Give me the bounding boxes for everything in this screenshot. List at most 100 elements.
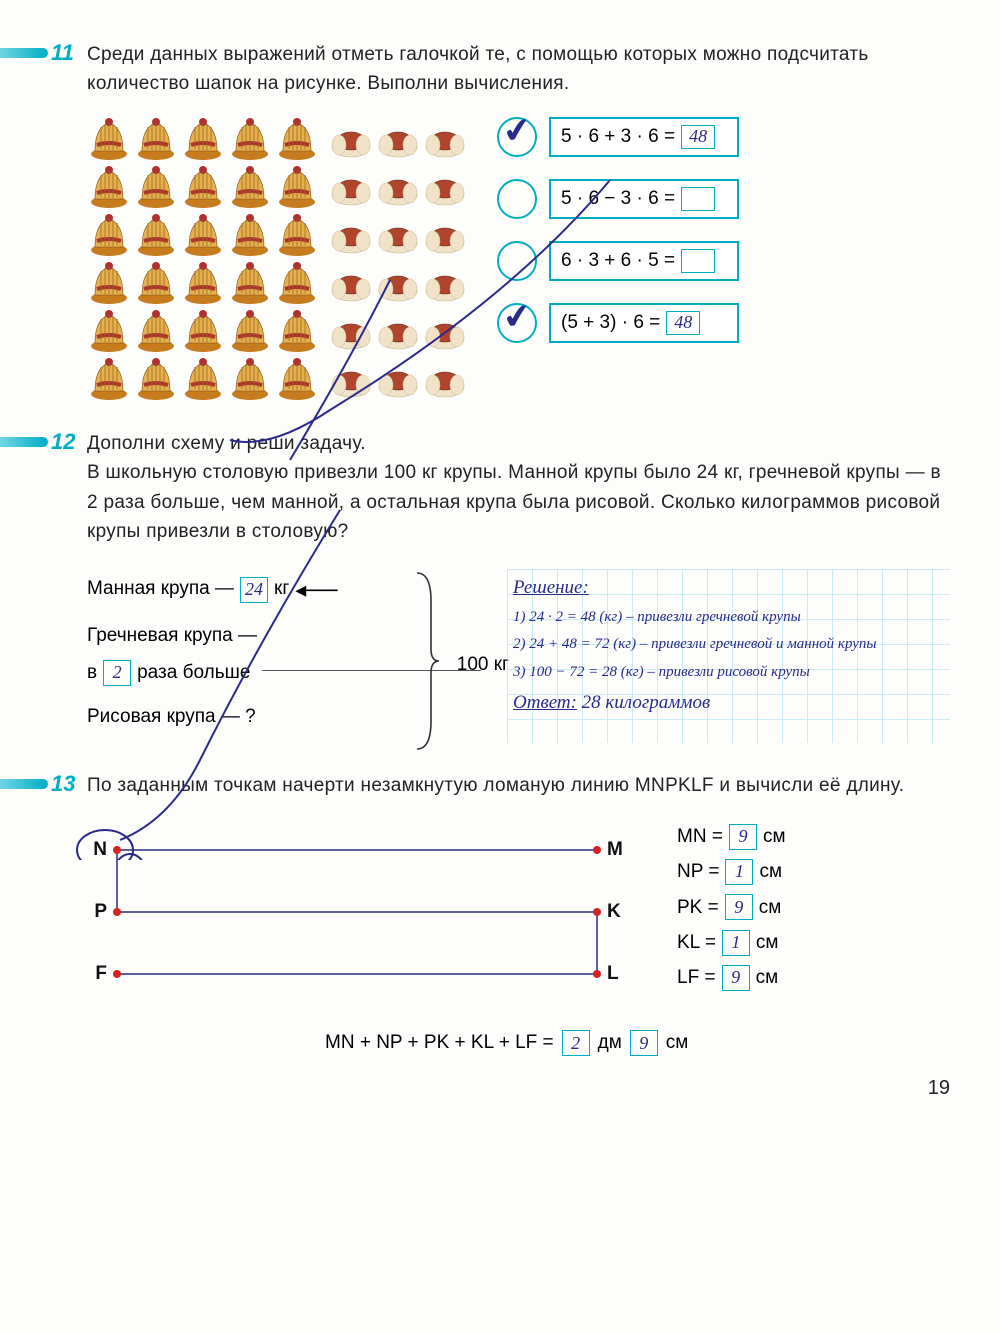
fur-hat-icon — [423, 213, 467, 257]
label: Рисовая крупа — ? — [87, 699, 256, 735]
fur-hat-icon — [423, 357, 467, 401]
label: в — [87, 655, 97, 691]
knit-hat-icon — [87, 213, 131, 257]
unit: кг — [274, 571, 289, 607]
segment-name: LF = — [677, 961, 716, 994]
expression-options: ✔ 5 · 6 + 3 · 6 = 48 5 · 6 − 3 · 6 = 6 ·… — [497, 117, 739, 401]
fur-hat-icon — [329, 213, 373, 257]
fur-hat-icon — [376, 165, 420, 209]
option-row: 6 · 3 + 6 · 5 = — [497, 241, 739, 281]
point-label: F — [95, 963, 117, 985]
task-13-text: По заданным точкам начерти незамкнутую л… — [87, 771, 950, 800]
knit-hat-icon — [275, 165, 319, 209]
answer-slot[interactable]: 24 — [240, 577, 268, 603]
answer-slot[interactable]: 1 — [722, 930, 750, 956]
knit-hat-icon — [87, 117, 131, 161]
knit-hat-icon — [87, 261, 131, 305]
point-M — [593, 846, 601, 854]
expression-box: 5 · 6 + 3 · 6 = 48 — [549, 117, 739, 157]
task-marker — [0, 48, 48, 58]
answer-text: 28 килограммов — [582, 692, 711, 713]
answer-slot[interactable] — [681, 249, 715, 273]
label: Манная крупа — — [87, 571, 234, 607]
answer-slot[interactable]: 9 — [725, 894, 753, 920]
answer-slot[interactable]: 9 — [630, 1030, 658, 1056]
total-expr: MN + NP + PK + KL + LF = — [325, 1032, 554, 1054]
task-12-prose: В школьную столовую привезли 100 кг круп… — [87, 462, 941, 542]
knit-hat-icon — [275, 309, 319, 353]
unit: см — [759, 855, 782, 888]
knit-hat-icon — [181, 309, 225, 353]
knit-hat-icon — [134, 165, 178, 209]
option-row: 5 · 6 − 3 · 6 = — [497, 179, 739, 219]
knit-hat-icon — [228, 117, 272, 161]
answer-slot[interactable]: 9 — [729, 824, 757, 850]
solution-box: Решение: 1) 24 · 2 = 48 (кг) – привезли … — [507, 569, 950, 743]
segment-name: NP = — [677, 855, 719, 888]
answer-slot[interactable]: 2 — [103, 660, 131, 686]
knit-hat-icon — [134, 261, 178, 305]
fur-hat-icon — [376, 309, 420, 353]
hat-illustration — [87, 117, 467, 401]
segment-name: KL = — [677, 926, 716, 959]
task-12: 12 Дополни схему и реши задачу. В школьн… — [55, 429, 950, 743]
arrow-back: ◂── — [295, 569, 337, 611]
measurements-list: MN = 9 см NP = 1 см PK = 9 см KL = 1 см … — [677, 820, 786, 1010]
unit: дм — [598, 1032, 622, 1054]
polyline-svg — [87, 820, 637, 1010]
check-circle[interactable]: ✔ — [497, 117, 537, 157]
knit-hat-icon — [134, 117, 178, 161]
unit: см — [666, 1032, 689, 1054]
point-label: M — [607, 839, 623, 861]
task-marker — [0, 779, 48, 789]
answer-slot[interactable]: 48 — [681, 125, 715, 149]
task-11: 11 Среди данных выражений отметь галочко… — [55, 40, 950, 401]
knit-hat-icon — [134, 357, 178, 401]
hat-grid-left — [87, 117, 319, 401]
check-circle[interactable] — [497, 241, 537, 281]
knit-hat-icon — [181, 213, 225, 257]
measurement-row: KL = 1 см — [677, 926, 786, 959]
knit-hat-icon — [134, 309, 178, 353]
point-L — [593, 970, 601, 978]
answer-slot[interactable] — [681, 187, 715, 211]
solution-step-2: 2) 24 + 48 = 72 (кг) – привезли гречнево… — [513, 633, 944, 656]
polyline-path — [117, 850, 597, 974]
fur-hat-icon — [423, 165, 467, 209]
knit-hat-icon — [87, 357, 131, 401]
solution-step-1: 1) 24 · 2 = 48 (кг) – привезли гречневой… — [513, 606, 944, 629]
option-row: ✔ 5 · 6 + 3 · 6 = 48 — [497, 117, 739, 157]
checkmark-icon: ✔ — [500, 109, 534, 153]
checkmark-icon: ✔ — [500, 295, 534, 339]
measurement-row: PK = 9 см — [677, 891, 786, 924]
fur-hat-icon — [376, 117, 420, 161]
answer-slot[interactable]: 48 — [666, 311, 700, 335]
knit-hat-icon — [228, 213, 272, 257]
brace-total: 100 кг — [457, 647, 509, 683]
knit-hat-icon — [87, 309, 131, 353]
knit-hat-icon — [181, 165, 225, 209]
expression-box: (5 + 3) · 6 = 48 — [549, 303, 739, 343]
answer-slot[interactable]: 9 — [722, 965, 750, 991]
fur-hat-icon — [329, 117, 373, 161]
solution-heading: Решение: — [513, 573, 944, 602]
point-K — [593, 908, 601, 916]
answer-slot[interactable]: 1 — [725, 859, 753, 885]
point-label: K — [607, 901, 621, 923]
check-circle[interactable] — [497, 179, 537, 219]
solution-step-3: 3) 100 − 72 = 28 (кг) – привезли рисовой… — [513, 661, 944, 684]
point-label: P — [94, 901, 117, 923]
check-circle[interactable]: ✔ — [497, 303, 537, 343]
answer-slot[interactable]: 2 — [562, 1030, 590, 1056]
total-length-row: MN + NP + PK + KL + LF = 2 дм 9 см — [325, 1030, 950, 1056]
knit-hat-icon — [87, 165, 131, 209]
knit-hat-icon — [181, 357, 225, 401]
task-12-body: Манная крупа — 24 кг ◂── Гречневая крупа… — [87, 569, 950, 743]
hat-grid-right — [329, 117, 467, 401]
answer-label: Ответ: — [513, 692, 577, 713]
solution-answer: Ответ: 28 килограммов — [513, 688, 944, 717]
expression-text: (5 + 3) · 6 = — [561, 312, 660, 334]
task-number: 13 — [51, 771, 81, 797]
knit-hat-icon — [181, 261, 225, 305]
fur-hat-icon — [423, 309, 467, 353]
